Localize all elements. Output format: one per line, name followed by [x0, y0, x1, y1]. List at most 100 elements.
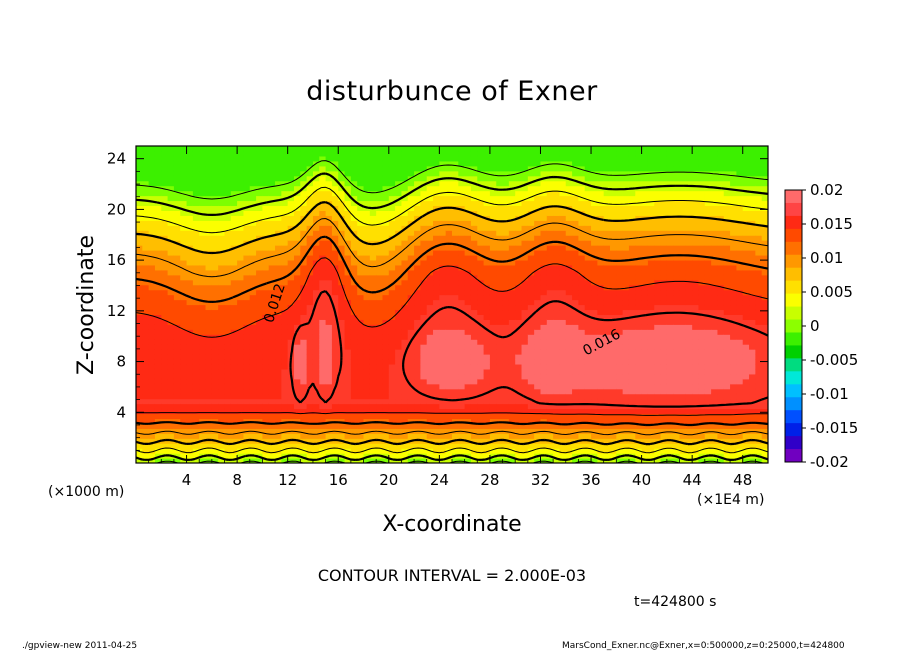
field-cell: [268, 235, 276, 241]
field-cell: [477, 324, 485, 330]
field-cell: [173, 383, 181, 390]
field-cell: [173, 403, 181, 410]
field-cell: [243, 433, 251, 439]
field-cell: [167, 314, 175, 320]
field-cell: [407, 388, 415, 395]
field-cell: [167, 250, 175, 256]
field-cell: [154, 349, 162, 355]
field-cell: [521, 358, 529, 365]
field-cell: [319, 383, 327, 390]
field-cell: [199, 299, 207, 306]
field-cell: [154, 448, 162, 454]
field-cell: [275, 324, 282, 330]
field-cell: [445, 210, 453, 216]
field-cell: [559, 428, 567, 434]
field-cell: [211, 220, 219, 226]
field-cell: [192, 309, 200, 315]
field-cell: [218, 349, 226, 355]
field-cell: [578, 339, 586, 345]
field-cell: [331, 349, 339, 355]
field-cell: [470, 448, 478, 454]
field-cell: [420, 314, 428, 320]
field-cell: [603, 339, 611, 345]
field-cell: [173, 339, 181, 345]
field-cell: [540, 294, 548, 301]
field-cell: [338, 458, 346, 463]
field-cell: [559, 368, 567, 375]
field-cell: [319, 443, 327, 449]
field-cell: [237, 329, 245, 335]
field-cell: [142, 250, 150, 256]
field-cell: [597, 339, 605, 345]
field-cell: [186, 363, 194, 370]
field-cell: [312, 220, 320, 226]
field-cell: [483, 344, 491, 350]
field-cell: [237, 299, 245, 306]
field-cell: [565, 245, 573, 251]
field-cell: [433, 180, 440, 187]
field-cell: [350, 195, 358, 202]
field-cell: [199, 259, 207, 266]
field-cell: [281, 205, 289, 211]
field-cell: [173, 230, 181, 236]
field-cell: [616, 245, 624, 251]
field-cell: [553, 175, 561, 182]
field-cell: [306, 284, 314, 291]
field-cell: [319, 368, 327, 375]
field-cell: [452, 215, 459, 221]
field-cell: [167, 264, 175, 271]
field-cell: [616, 190, 624, 197]
field-cell: [477, 418, 485, 424]
field-cell: [546, 180, 554, 187]
field-cell: [388, 279, 396, 286]
field-cell: [452, 210, 459, 216]
field-cell: [369, 185, 377, 192]
field-cell: [287, 329, 295, 335]
field-cell: [559, 165, 567, 172]
field-cell: [281, 334, 289, 340]
field-cell: [407, 344, 415, 350]
field-cell: [154, 378, 162, 385]
field-cell: [616, 240, 624, 246]
field-cell: [559, 393, 567, 400]
field-cell: [388, 170, 396, 177]
field-cell: [534, 269, 542, 276]
field-cell: [294, 309, 301, 315]
field-cell: [344, 344, 352, 350]
field-cell: [452, 339, 459, 345]
field-cell: [173, 279, 181, 286]
field-cell: [268, 344, 276, 350]
field-cell: [521, 235, 529, 241]
field-cell: [470, 324, 478, 330]
field-cell: [142, 403, 150, 410]
field-cell: [350, 245, 358, 251]
field-cell: [401, 403, 409, 410]
field-cell: [275, 448, 282, 454]
field-cell: [312, 398, 320, 405]
field-cell: [154, 146, 162, 152]
field-cell: [275, 165, 282, 172]
field-cell: [338, 264, 346, 271]
field-cell: [610, 259, 617, 266]
field-cell: [591, 368, 598, 375]
field-cell: [458, 344, 466, 350]
field-cell: [470, 215, 478, 221]
field-cell: [173, 309, 181, 315]
field-cell: [136, 314, 143, 320]
field-cell: [167, 289, 175, 296]
field-cell: [527, 354, 535, 360]
field-cell: [540, 279, 548, 286]
field-cell: [603, 319, 611, 325]
field-cell: [237, 195, 245, 202]
field-cell: [136, 349, 143, 355]
field-cell: [224, 146, 232, 152]
field-cell: [407, 200, 415, 207]
field-cell: [237, 413, 245, 420]
field-cell: [559, 388, 567, 395]
field-cell: [294, 180, 301, 187]
field-cell: [325, 205, 333, 211]
field-cell: [186, 423, 194, 429]
field-cell: [515, 363, 523, 370]
field-cell: [483, 240, 491, 246]
field-cell: [591, 195, 598, 202]
